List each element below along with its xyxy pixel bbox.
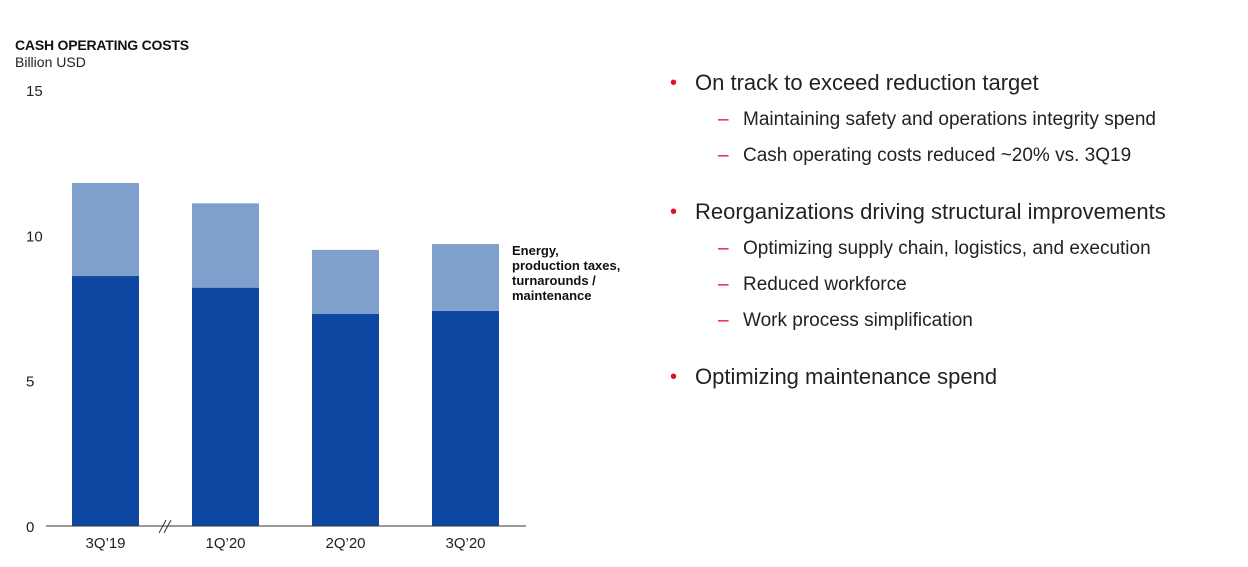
series-label: Energy, production taxes, turnarounds / mai… [512, 243, 620, 303]
sub-bullet-marker: – [718, 109, 729, 130]
sub-bullet-item: – Cash operating costs reduced ~20% vs. 3… [695, 138, 1238, 174]
axis-break-mark [158, 519, 167, 534]
chart-subtitle: Billion USD [15, 54, 86, 70]
bar-top-segment [192, 203, 259, 288]
sub-bullet-text: Cash operating costs reduced ~20% vs. 3Q… [743, 145, 1132, 166]
sub-bullet-text: Reduced workforce [743, 274, 907, 295]
sub-bullet-text: Work process simplification [743, 310, 973, 331]
bullet-item: • On track to exceed reduction target – M… [668, 68, 1238, 174]
bullet-item: • Reorganizations driving structural imp… [668, 197, 1238, 339]
y-tick-label: 10 [26, 228, 43, 245]
sub-bullet-text: Maintaining safety and operations integr… [743, 109, 1156, 130]
series-label-line: turnarounds / [512, 273, 596, 288]
y-tick-label: 0 [26, 519, 34, 536]
x-tick-label: 3Q’19 [85, 535, 125, 552]
bar-base-segment [72, 276, 139, 526]
sub-bullet-marker: – [718, 238, 729, 259]
bullet-item: • Optimizing maintenance spend [668, 362, 1238, 392]
sub-bullet-text: Optimizing supply chain, logistics, and … [743, 238, 1151, 259]
sub-bullet-marker: – [718, 310, 729, 331]
x-tick-label: 3Q’20 [445, 535, 485, 552]
axis-break-mark [163, 519, 172, 534]
bullet-marker: • [670, 201, 678, 223]
bar-top-segment [312, 249, 379, 314]
bar-chart: 0 5 10 15 3Q’19 1Q’20 2Q’20 3Q’20 Energy, product… [26, 83, 620, 552]
sub-bullet-marker: – [718, 274, 729, 295]
bar-base-segment [192, 287, 259, 526]
bullet-marker: • [670, 72, 678, 94]
y-tick-label: 15 [26, 83, 43, 100]
sub-bullet-marker: – [718, 145, 729, 166]
sub-bullet-item: – Maintaining safety and operations integ… [695, 102, 1238, 138]
x-tick-label: 1Q’20 [205, 535, 245, 552]
bullet-text: On track to exceed reduction target [695, 70, 1039, 95]
bar-base-segment [312, 313, 379, 526]
series-label-line: Energy, [512, 243, 559, 258]
sub-bullet-item: – Reduced workforce [695, 267, 1238, 303]
bar-top-segment [432, 244, 499, 311]
bullet-text: Reorganizations driving structural impro… [695, 199, 1166, 224]
sub-bullet-item: – Work process simplification [695, 303, 1238, 339]
bar-base-segment [432, 310, 499, 526]
y-tick-label: 5 [26, 374, 34, 391]
chart-title: CASH OPERATING COSTS [15, 37, 189, 53]
sub-bullet-item: – Optimizing supply chain, logistics, and… [695, 231, 1238, 267]
series-label-line: production taxes, [512, 258, 620, 273]
bar-top-segment [72, 183, 139, 277]
series-label-line: maintenance [512, 288, 591, 303]
bullet-text: Optimizing maintenance spend [695, 364, 998, 389]
bullet-list: • On track to exceed reduction target – M… [668, 68, 1238, 415]
bullet-marker: • [670, 366, 678, 388]
x-tick-label: 2Q’20 [325, 535, 365, 552]
